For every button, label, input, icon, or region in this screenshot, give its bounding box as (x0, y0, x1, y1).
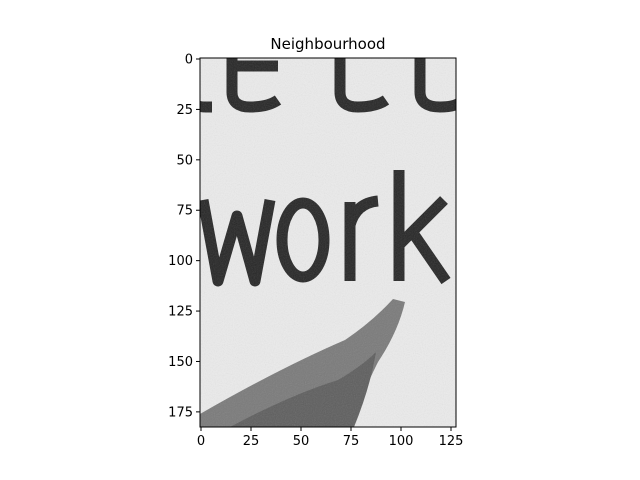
x-tick-label: 25 (243, 434, 260, 449)
y-tick-label: 0 (185, 53, 193, 68)
y-tick-label: 150 (168, 355, 193, 370)
y-tick-label: 75 (176, 204, 193, 219)
heatmap-image (200, 58, 456, 427)
y-tick-label: 100 (168, 254, 193, 269)
chart-title: Neighbourhood (270, 35, 385, 53)
y-tick-label: 125 (168, 305, 193, 320)
axes-frame (199, 57, 457, 428)
x-axis: 0 25 50 75 100 125 (197, 427, 464, 449)
y-axis: 0 25 50 75 100 125 150 175 (168, 53, 200, 420)
y-tick-label: 25 (176, 103, 193, 118)
image-grain (200, 58, 456, 427)
x-tick-label: 125 (439, 434, 464, 449)
y-tick-label: 50 (176, 153, 193, 168)
x-tick-label: 50 (293, 434, 310, 449)
x-tick-label: 100 (389, 434, 414, 449)
y-tick-label: 175 (168, 405, 193, 420)
x-tick-label: 0 (197, 434, 205, 449)
x-tick-label: 75 (343, 434, 360, 449)
